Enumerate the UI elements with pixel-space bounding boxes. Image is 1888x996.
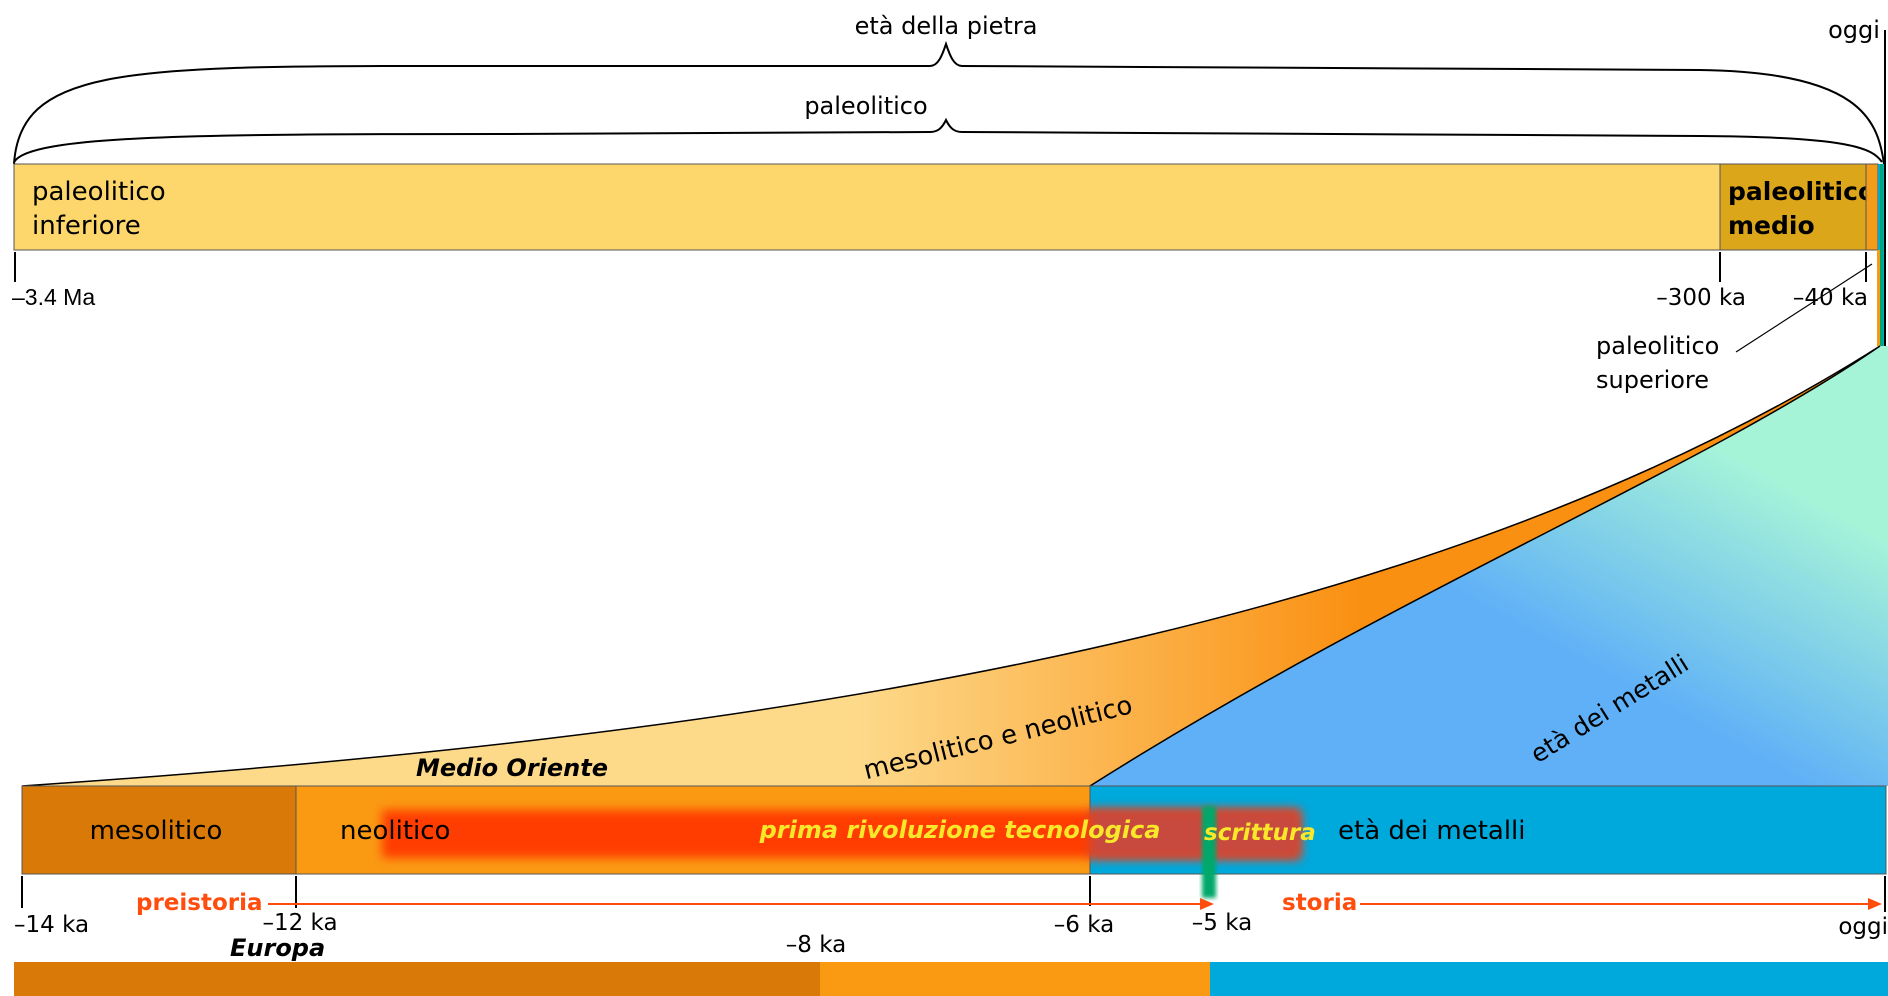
superiore-label-line1: paleolitico: [1596, 332, 1719, 360]
segment-recent-strip-orange: [1877, 250, 1880, 346]
europe-segment-metalli: [1210, 962, 1888, 996]
funnel-mesolitico-neolitico: [22, 346, 1880, 786]
today-label-top: oggi: [1828, 16, 1880, 44]
segment-paleolitico-superiore: [1865, 163, 1879, 251]
tick-label-12ka: –12 ka: [262, 910, 337, 936]
segment-neolitico-label: neolitico: [340, 816, 450, 846]
segment-medio-label-line1: paleolitico: [1728, 177, 1875, 206]
stone-age-brace: [13, 40, 1885, 165]
preistoria-label: preistoria: [136, 890, 263, 916]
superiore-label-line2: superiore: [1596, 366, 1709, 394]
funnel-eta-dei-metalli: [1090, 346, 1888, 786]
paleolithic-label: paleolitico: [804, 92, 927, 120]
region-label-europa: Europa: [230, 934, 325, 962]
tick-label-14ka: –14 ka: [14, 912, 89, 938]
segment-inferiore-label-line2: inferiore: [32, 211, 141, 241]
funnel-outline: [21, 345, 1881, 787]
revolution-label: prima rivoluzione tecnologica: [759, 816, 1161, 844]
tick-label-start: –3.4 Ma: [12, 284, 95, 310]
segment-paleolitico-inferiore: [13, 163, 1721, 251]
paleolithic-brace: [13, 117, 1883, 163]
tick-label-oggi: oggi: [1838, 914, 1888, 940]
superiore-leader-line: [1735, 263, 1873, 353]
region-label-medio-oriente: Medio Oriente: [416, 754, 608, 782]
tick-label-40ka: –40 ka: [1793, 285, 1868, 311]
segment-recent-strip-green: [1880, 164, 1883, 346]
scrittura-bar: [1202, 806, 1216, 898]
tick-label-5ka: –5 ka: [1192, 910, 1252, 936]
segment-mesolitico: [21, 785, 297, 875]
europe-segment-neolitico: [820, 962, 1210, 996]
scrittura-label: scrittura: [1204, 820, 1316, 846]
segment-paleolitico-medio: [1719, 163, 1867, 251]
revolution-band-overlap: [1090, 810, 1300, 858]
segment-inferiore-label-line1: paleolitico: [32, 177, 166, 207]
tick-label-6ka: –6 ka: [1054, 912, 1114, 938]
tick-label-8ka: –8 ka: [786, 932, 846, 958]
segment-metalli-label: età dei metalli: [1338, 816, 1526, 846]
europe-segment-mesolitico: [14, 962, 820, 996]
stone-age-label: età della pietra: [855, 12, 1038, 40]
storia-label: storia: [1282, 890, 1357, 916]
segment-mesolitico-label: mesolitico: [90, 816, 223, 846]
segment-medio-label-line2: medio: [1728, 211, 1815, 240]
tick-label-300ka: –300 ka: [1656, 285, 1746, 311]
